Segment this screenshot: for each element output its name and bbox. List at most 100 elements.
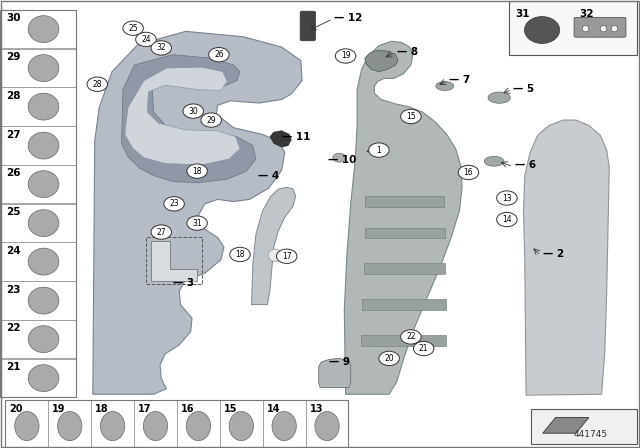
Ellipse shape: [186, 411, 211, 441]
Polygon shape: [270, 131, 291, 147]
Text: — 7: — 7: [449, 75, 470, 85]
Text: 29: 29: [6, 52, 20, 62]
FancyBboxPatch shape: [220, 400, 262, 448]
Text: — 10: — 10: [328, 155, 356, 165]
Ellipse shape: [28, 326, 59, 353]
FancyBboxPatch shape: [365, 228, 445, 238]
Circle shape: [183, 104, 204, 118]
Text: 15: 15: [224, 404, 237, 414]
Ellipse shape: [28, 365, 59, 392]
Ellipse shape: [436, 82, 454, 90]
Text: — 2: — 2: [543, 250, 564, 259]
Text: 21: 21: [6, 362, 21, 372]
Circle shape: [369, 143, 389, 157]
Circle shape: [497, 212, 517, 227]
Text: 19: 19: [52, 404, 66, 414]
Circle shape: [413, 341, 434, 356]
Text: 18: 18: [95, 404, 109, 414]
FancyBboxPatch shape: [306, 400, 349, 448]
Circle shape: [335, 49, 356, 63]
Ellipse shape: [582, 26, 589, 32]
FancyBboxPatch shape: [0, 10, 76, 48]
Text: 28: 28: [6, 91, 21, 101]
Text: — 5: — 5: [513, 84, 534, 94]
FancyBboxPatch shape: [0, 320, 76, 358]
Circle shape: [151, 41, 172, 55]
Text: — 3: — 3: [173, 278, 194, 288]
Text: 32: 32: [579, 9, 594, 19]
FancyBboxPatch shape: [0, 281, 76, 320]
FancyBboxPatch shape: [531, 409, 637, 444]
Ellipse shape: [143, 411, 168, 441]
Text: 15: 15: [406, 112, 416, 121]
FancyBboxPatch shape: [5, 400, 49, 448]
Text: 16: 16: [180, 404, 195, 414]
Text: 29: 29: [206, 116, 216, 125]
Ellipse shape: [488, 92, 511, 103]
Text: 30: 30: [188, 107, 198, 116]
Polygon shape: [319, 358, 351, 388]
Text: 26: 26: [214, 50, 224, 59]
Text: 27: 27: [6, 130, 21, 140]
Ellipse shape: [28, 132, 59, 159]
FancyBboxPatch shape: [262, 400, 306, 448]
FancyBboxPatch shape: [0, 126, 76, 165]
FancyBboxPatch shape: [0, 242, 76, 281]
Text: 17: 17: [282, 252, 292, 261]
Text: 20: 20: [10, 404, 23, 414]
FancyBboxPatch shape: [177, 400, 220, 448]
Text: 25: 25: [6, 207, 21, 217]
Text: 23: 23: [169, 199, 179, 208]
Text: 13: 13: [310, 404, 323, 414]
Ellipse shape: [268, 249, 282, 262]
Circle shape: [230, 247, 250, 262]
Circle shape: [458, 165, 479, 180]
Ellipse shape: [15, 411, 39, 441]
Ellipse shape: [28, 93, 59, 120]
Polygon shape: [344, 41, 462, 394]
Text: 13: 13: [502, 194, 512, 202]
FancyBboxPatch shape: [574, 17, 626, 37]
Polygon shape: [93, 31, 302, 394]
Text: 32: 32: [156, 43, 166, 52]
Ellipse shape: [611, 26, 618, 32]
Text: — 11: — 11: [282, 132, 310, 142]
Ellipse shape: [28, 210, 59, 237]
Text: 18: 18: [236, 250, 244, 259]
Circle shape: [401, 330, 421, 344]
Polygon shape: [125, 67, 240, 165]
Text: — 12: — 12: [334, 13, 362, 23]
Text: 19: 19: [340, 52, 351, 60]
Text: — 6: — 6: [515, 160, 536, 170]
Text: 441745: 441745: [573, 430, 607, 439]
Ellipse shape: [315, 411, 339, 441]
Text: 31: 31: [192, 219, 202, 228]
Ellipse shape: [28, 171, 59, 198]
Ellipse shape: [28, 287, 59, 314]
Text: 14: 14: [267, 404, 280, 414]
Text: — 8: — 8: [397, 47, 418, 56]
Text: 27: 27: [156, 228, 166, 237]
FancyBboxPatch shape: [0, 49, 76, 87]
Text: 25: 25: [128, 24, 138, 33]
Text: — 4: — 4: [258, 171, 279, 181]
Circle shape: [123, 21, 143, 35]
Circle shape: [379, 351, 399, 366]
FancyBboxPatch shape: [134, 400, 177, 448]
Circle shape: [201, 113, 221, 127]
FancyBboxPatch shape: [364, 263, 445, 274]
Text: 14: 14: [502, 215, 512, 224]
Ellipse shape: [100, 411, 125, 441]
Text: 24: 24: [141, 35, 151, 44]
Polygon shape: [252, 187, 296, 305]
Ellipse shape: [28, 16, 59, 43]
FancyBboxPatch shape: [509, 1, 637, 55]
Text: 23: 23: [6, 285, 21, 295]
Ellipse shape: [484, 156, 504, 166]
Text: 28: 28: [93, 80, 102, 89]
Text: 18: 18: [193, 167, 202, 176]
FancyBboxPatch shape: [0, 204, 76, 242]
Text: — 9: — 9: [329, 357, 350, 367]
Text: 22: 22: [406, 332, 415, 341]
FancyBboxPatch shape: [91, 400, 134, 448]
